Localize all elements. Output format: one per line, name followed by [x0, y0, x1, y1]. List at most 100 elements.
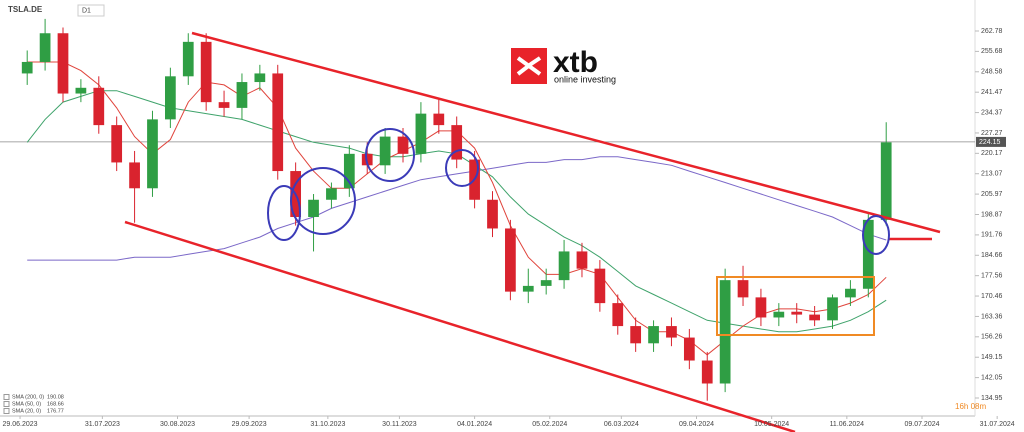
x-tick-label: 09.07.2024 [904, 421, 939, 428]
candle-body [612, 303, 624, 327]
timeframe-box[interactable] [77, 4, 105, 17]
logo-name: xtb [553, 46, 598, 79]
legend-value: 190.08 [47, 394, 64, 400]
symbol: TSLA.DE [8, 5, 43, 14]
candle-body [129, 162, 140, 189]
candle-body [379, 136, 391, 166]
candle-body [147, 119, 158, 189]
legend: SMA (200, 0) 190.08 SMA (50, 0) 168.66 SMA (… [3, 394, 64, 414]
legend-value: 176.77 [47, 408, 64, 414]
x-tick-label: 30.08.2023 [160, 421, 195, 428]
candle-body [755, 297, 767, 318]
y-tick-label: 220.17 [981, 150, 1003, 157]
legend-swatch [3, 401, 10, 407]
candle-body [630, 326, 642, 344]
candle-body [343, 153, 355, 189]
candle-body [845, 288, 856, 298]
candle-body [487, 199, 498, 229]
x-tick-label: 31.07.2023 [85, 421, 120, 428]
candle-body [21, 61, 33, 74]
candle-body [522, 285, 534, 292]
x-tick-label: 29.09.2023 [232, 421, 267, 428]
candle-body [272, 73, 284, 172]
candle-body [576, 251, 588, 269]
x-tick-label: 31.10.2023 [310, 421, 345, 428]
y-tick-label: 184.66 [981, 252, 1003, 259]
highlight-circle [290, 167, 356, 235]
x-tick-label: 31.07.2024 [980, 421, 1015, 428]
channel-lower [124, 220, 796, 432]
legend-label: SMA (50, 0) [12, 401, 41, 407]
legend-label: SMA (200, 0) [12, 394, 44, 400]
x-tick-label: 30.11.2023 [382, 421, 417, 428]
candle-body [558, 251, 570, 281]
sma-line [27, 156, 887, 261]
candle-body [111, 125, 123, 163]
candle-body [880, 142, 892, 220]
candle-body [791, 311, 803, 315]
y-tick-label: 198.87 [981, 211, 1003, 218]
highlight-circle [267, 185, 301, 241]
x-tick-label: 11.06.2024 [830, 421, 865, 428]
y-tick-label: 163.36 [981, 313, 1003, 320]
legend-swatch [3, 394, 10, 400]
candle-body [254, 73, 266, 83]
y-tick-label: 234.37 [981, 109, 1003, 116]
countdown: 16h 08m [955, 402, 986, 411]
x-tick-label: 09.04.2024 [679, 421, 714, 428]
candle-body [326, 188, 337, 200]
annotations [124, 31, 941, 432]
legend-label: SMA (20, 0) [12, 408, 41, 414]
candle-body [75, 87, 87, 94]
last-price-box [976, 136, 1006, 147]
last-price-label: 224.15 [979, 139, 1001, 146]
y-tick-label: 262.78 [981, 28, 1003, 35]
y-tick-label: 205.97 [981, 191, 1003, 198]
highlight-circle [862, 215, 890, 255]
y-tick-label: 241.47 [981, 89, 1003, 96]
y-tick-label: 255.68 [981, 48, 1003, 55]
candle-body [862, 219, 874, 289]
y-tick-label: 156.26 [981, 334, 1003, 341]
candle-body [540, 280, 552, 286]
highlight-circle [445, 149, 479, 187]
candle-body [451, 125, 463, 160]
candle-body [200, 41, 212, 103]
candle-body [648, 326, 659, 344]
y-tick-label: 227.27 [981, 130, 1003, 137]
candle-body [827, 297, 838, 321]
candle-body [701, 360, 713, 384]
timeframe[interactable]: D1 [82, 7, 91, 14]
x-tick-label: 10.05.2024 [754, 421, 789, 428]
candle-body [594, 268, 606, 304]
y-tick-label: 134.95 [981, 395, 1003, 402]
candle-body [666, 326, 677, 338]
candle-body [809, 314, 820, 321]
candle-body [415, 113, 427, 154]
candle-body [308, 199, 319, 217]
y-tick-label: 177.56 [981, 273, 1003, 280]
legend-swatch [3, 408, 10, 414]
candle-body [39, 33, 51, 62]
candle-body [719, 280, 731, 384]
logo-icon [516, 56, 542, 76]
highlight-circle [365, 128, 415, 182]
y-tick-label: 191.76 [981, 232, 1003, 239]
y-tick-label: 213.07 [981, 171, 1003, 178]
candle-body [683, 337, 695, 361]
x-tick-label: 06.03.2024 [604, 421, 639, 428]
consolidation-box [716, 276, 875, 336]
candle-body [93, 87, 105, 126]
candle-body [433, 113, 445, 126]
candle-body [236, 82, 248, 108]
channel-upper [191, 31, 941, 234]
y-tick-label: 170.46 [981, 293, 1003, 300]
logo-tagline: online investing [554, 74, 616, 84]
candle-body [397, 136, 409, 154]
y-tick-label: 149.15 [981, 354, 1003, 361]
candle-body [164, 76, 176, 120]
candle-body [218, 102, 230, 108]
legend-value: 168.66 [47, 401, 64, 407]
y-tick-label: 142.05 [981, 374, 1003, 381]
